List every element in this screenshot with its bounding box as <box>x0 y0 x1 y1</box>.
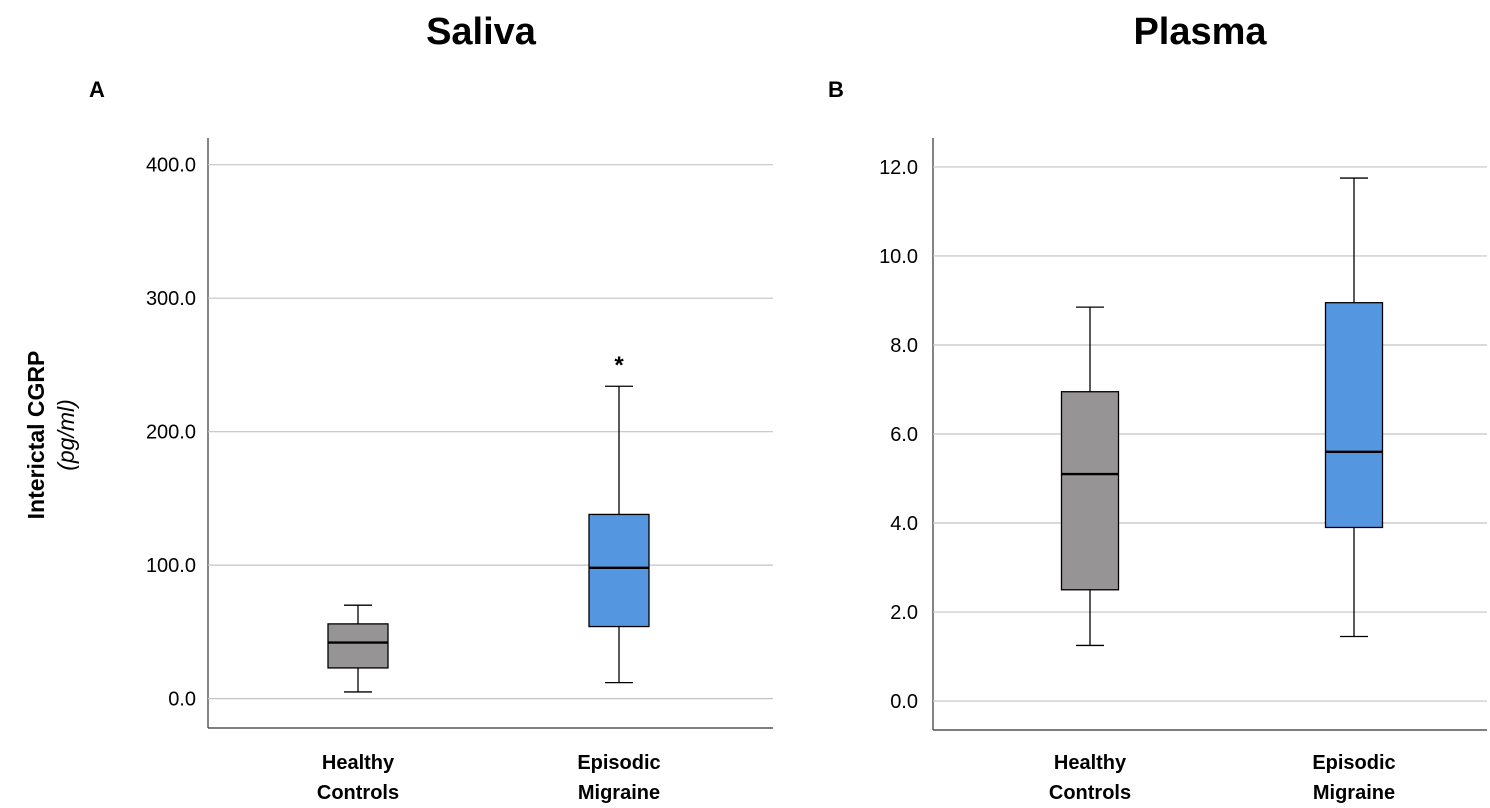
y-tick-label: 12.0 <box>879 157 918 179</box>
y-tick-label: 2.0 <box>890 602 918 624</box>
box <box>1324 302 1384 529</box>
outlier-marker: * <box>614 352 624 379</box>
box <box>327 623 389 669</box>
y-tick-label: 200.0 <box>146 422 196 444</box>
panel-title: Saliva <box>426 11 537 53</box>
y-axis-title: Interictal CGRP <box>23 351 49 520</box>
panel-title: Plasma <box>1133 11 1267 53</box>
panel-a-saliva: Saliva A 0.0 100.0 200.0 300.0 400.0 Healthy Con… <box>89 11 773 804</box>
y-axis-unit: (pg/ml) <box>53 399 79 471</box>
panel-b-plasma: Plasma B 0.0 2.0 4.0 6.0 8.0 10.0 12.0 Healthy Con… <box>828 11 1487 804</box>
y-tick-label: 0.0 <box>168 689 196 711</box>
category-label: Controls <box>1049 782 1131 804</box>
category-label: Episodic <box>577 752 660 774</box>
box <box>588 513 650 628</box>
category-label: Controls <box>317 782 399 804</box>
y-tick-label: 8.0 <box>890 335 918 357</box>
y-tick-label: 6.0 <box>890 424 918 446</box>
y-tick-label: 300.0 <box>146 288 196 310</box>
panel-letter: B <box>828 77 844 102</box>
category-label: Migraine <box>578 782 660 804</box>
category-label: Episodic <box>1312 752 1395 774</box>
box <box>1060 391 1120 591</box>
category-label: Healthy <box>1054 752 1127 774</box>
y-tick-label: 10.0 <box>879 246 918 268</box>
panel-letter: A <box>89 77 105 102</box>
y-tick-label: 400.0 <box>146 155 196 177</box>
category-label: Healthy <box>322 752 395 774</box>
y-tick-label: 4.0 <box>890 513 918 535</box>
category-label: Migraine <box>1313 782 1395 804</box>
y-tick-label: 0.0 <box>890 691 918 713</box>
y-tick-label: 100.0 <box>146 555 196 577</box>
